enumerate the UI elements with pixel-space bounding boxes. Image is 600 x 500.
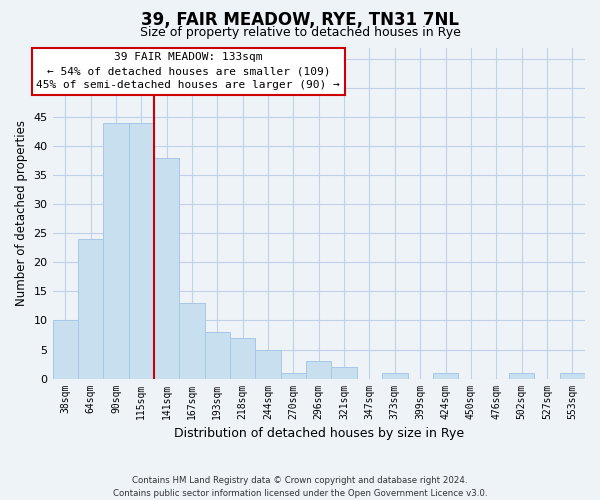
- Bar: [433, 372, 458, 378]
- Bar: [103, 123, 128, 378]
- Bar: [281, 372, 306, 378]
- Text: Contains HM Land Registry data © Crown copyright and database right 2024.
Contai: Contains HM Land Registry data © Crown c…: [113, 476, 487, 498]
- X-axis label: Distribution of detached houses by size in Rye: Distribution of detached houses by size …: [174, 427, 464, 440]
- Bar: [256, 350, 281, 378]
- Bar: [230, 338, 256, 378]
- Bar: [331, 367, 357, 378]
- Text: 39 FAIR MEADOW: 133sqm
← 54% of detached houses are smaller (109)
45% of semi-de: 39 FAIR MEADOW: 133sqm ← 54% of detached…: [37, 52, 340, 90]
- Bar: [154, 158, 179, 378]
- Bar: [128, 123, 154, 378]
- Y-axis label: Number of detached properties: Number of detached properties: [15, 120, 28, 306]
- Text: 39, FAIR MEADOW, RYE, TN31 7NL: 39, FAIR MEADOW, RYE, TN31 7NL: [141, 11, 459, 29]
- Bar: [205, 332, 230, 378]
- Bar: [509, 372, 534, 378]
- Bar: [560, 372, 585, 378]
- Bar: [53, 320, 78, 378]
- Bar: [382, 372, 407, 378]
- Bar: [78, 239, 103, 378]
- Text: Size of property relative to detached houses in Rye: Size of property relative to detached ho…: [140, 26, 460, 39]
- Bar: [306, 361, 331, 378]
- Bar: [179, 303, 205, 378]
